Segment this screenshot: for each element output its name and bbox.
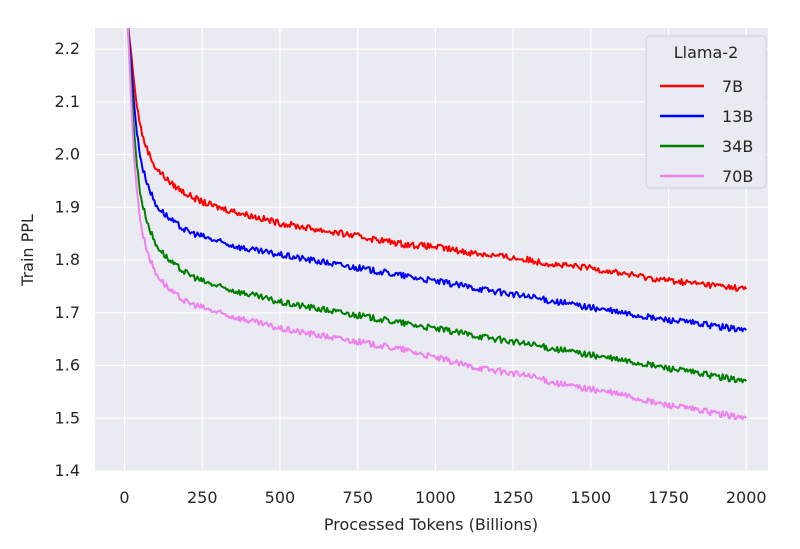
- y-tick-label: 1.9: [55, 197, 80, 216]
- y-tick-label: 1.8: [55, 250, 80, 269]
- x-tick-label: 1250: [493, 488, 534, 507]
- y-axis-ticks: 1.4 1.5 1.6 1.7 1.8 1.9 2.0 2.1 2.2: [55, 39, 80, 480]
- legend-label-7b: 7B: [722, 77, 743, 96]
- x-tick-label: 1750: [648, 488, 689, 507]
- legend-box: [645, 35, 767, 189]
- series-line-7b: [127, 28, 748, 292]
- y-tick-label: 1.7: [55, 303, 80, 322]
- x-axis-label: Processed Tokens (Billions): [324, 515, 538, 534]
- x-tick-label: 1000: [415, 488, 456, 507]
- x-tick-label: 500: [265, 488, 296, 507]
- legend-label-13b: 13B: [722, 107, 753, 126]
- legend: Llama-2 7B 13B 34B 70B: [645, 35, 767, 189]
- series-line-13b: [127, 28, 747, 333]
- x-tick-label: 750: [342, 488, 373, 507]
- y-tick-label: 2.1: [55, 92, 80, 111]
- series-layer: [126, 28, 748, 421]
- legend-label-34b: 34B: [722, 137, 753, 156]
- y-tick-label: 2.0: [55, 145, 80, 164]
- x-tick-label: 1500: [570, 488, 611, 507]
- x-axis-ticks: 0 250 500 750 1000 1250 1500 1750 2000: [119, 488, 766, 507]
- x-tick-label: 250: [187, 488, 218, 507]
- y-tick-label: 2.2: [55, 39, 80, 58]
- legend-title: Llama-2: [674, 43, 739, 62]
- y-tick-label: 1.6: [55, 356, 80, 375]
- series-line-34b: [126, 28, 747, 384]
- y-axis-label: Train PPL: [18, 214, 37, 287]
- y-tick-label: 1.5: [55, 408, 80, 427]
- legend-items: 7B 13B 34B 70B: [660, 77, 753, 186]
- series-line-70b: [126, 28, 748, 421]
- x-tick-label: 2000: [726, 488, 767, 507]
- legend-label-70b: 70B: [722, 167, 753, 186]
- y-tick-label: 1.4: [55, 461, 80, 480]
- x-tick-label: 0: [119, 488, 129, 507]
